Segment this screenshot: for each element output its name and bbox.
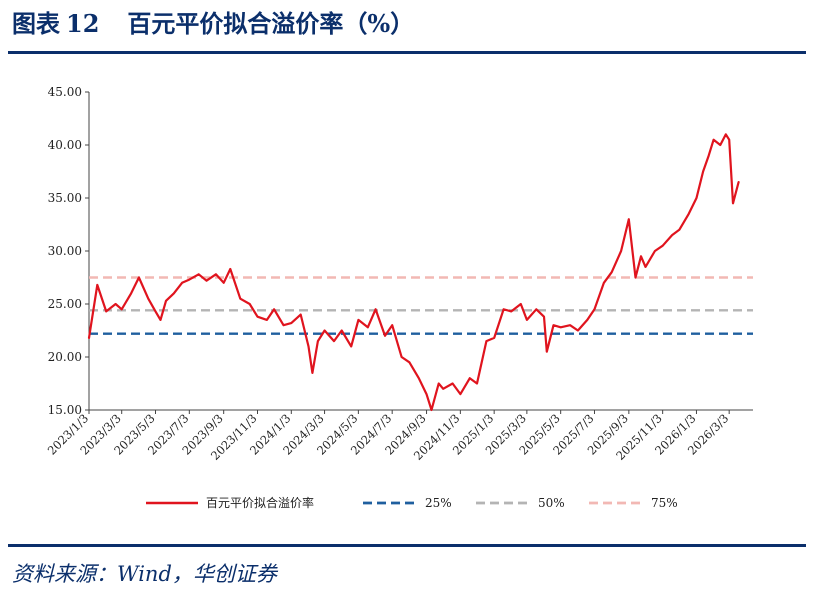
source-divider [8, 544, 806, 547]
y-tick-label: 20.00 [48, 350, 82, 364]
title-divider [8, 51, 806, 54]
y-tick-label: 25.00 [48, 297, 82, 311]
series-line-main [87, 133, 740, 412]
y-tick-label: 40.00 [48, 138, 82, 152]
y-tick-label: 15.00 [48, 403, 82, 417]
legend-label-2: 50% [538, 496, 565, 510]
figure-title-text: 百元平价拟合溢价率（%） [127, 9, 415, 38]
legend-label-1: 25% [425, 496, 452, 510]
source-note: 资料来源：Wind，华创证券 [12, 562, 277, 586]
figure-number: 12 [66, 9, 100, 38]
y-tick-label: 30.00 [48, 244, 82, 258]
y-tick-label: 45.00 [48, 85, 82, 99]
figure-title: 图表 12 百元平价拟合溢价率（%） [12, 4, 414, 44]
figure-label: 图表 [12, 9, 60, 38]
y-tick-label: 35.00 [48, 191, 82, 205]
legend-label-3: 75% [651, 496, 678, 510]
legend-label-0: 百元平价拟合溢价率 [206, 495, 314, 510]
